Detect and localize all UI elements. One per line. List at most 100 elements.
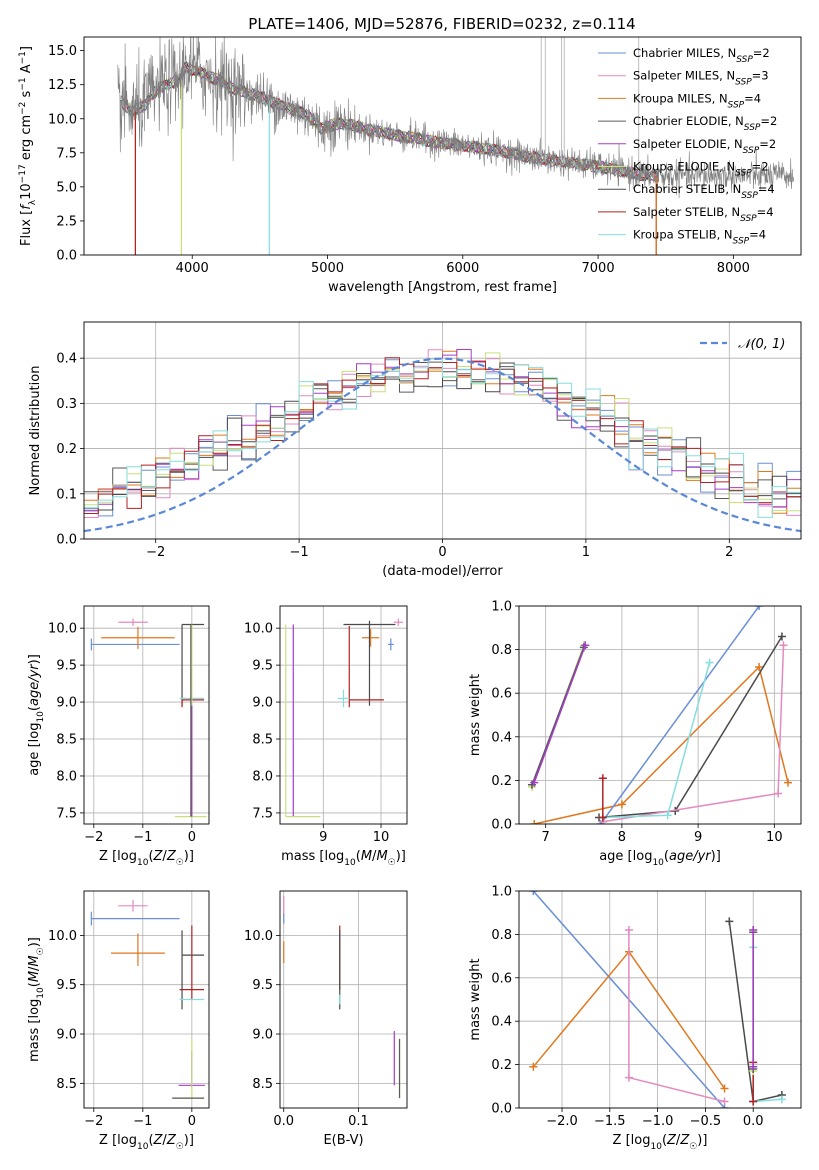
age-vs-mass-y-tick-label: 10.0: [244, 622, 273, 637]
residuals-frame: [83, 321, 802, 540]
age-vs-mass-x-axis-label-part: M: [376, 849, 387, 864]
errorbar-point: [387, 638, 394, 651]
age-vs-Z-y-axis-label-part: 10: [36, 711, 46, 723]
age-vs-Z-y-tick-label: 8.0: [56, 769, 77, 784]
age-vs-mass-x-axis-label-part: )]: [396, 849, 406, 864]
legend-entry-part: =2: [752, 160, 769, 174]
mass-vs-Z-y-axis-label-part: mass [log: [27, 999, 42, 1062]
legend-entry-part: =2: [760, 114, 777, 128]
hist-line-chabrier-stelib: [84, 362, 801, 511]
weight-vs-Z-x-axis-label-part: Z: [679, 1133, 690, 1148]
weight-line-kroupa-stelib: [602, 662, 711, 819]
mass-vs-Z-x-axis-label-part: Z [log: [99, 1133, 137, 1148]
spectrum-y-tick-label: 5.0: [56, 180, 77, 195]
errorbar-point: [118, 899, 148, 912]
legend-entry-part: SSP: [735, 169, 752, 179]
weight-vs-Z-y-axis-label-part: mass weight: [468, 958, 483, 1040]
residuals-x-tick-label: −1: [290, 545, 309, 560]
spectrum-y-axis-label-part: −2: [18, 102, 28, 115]
residuals-y-tick-label: 0.3: [56, 397, 77, 412]
residuals-x-tick-label: −2: [146, 545, 165, 560]
weight-vs-Z-x-axis-label-part: ☉: [689, 1142, 697, 1152]
mass-vs-ebv-plot-area: [283, 895, 401, 1099]
age-vs-mass-frame: [279, 605, 408, 825]
age-vs-mass-y-tick-label: 9.0: [252, 696, 273, 711]
mass-vs-ebv-y-tick-label: 9.0: [252, 1028, 273, 1043]
age-vs-mass-x-axis-label-part: M: [361, 849, 372, 864]
errorbar-point: [337, 689, 350, 708]
age-vs-Z-x-axis-label-part: Z: [153, 849, 164, 864]
mass-vs-Z-y-tick-label: 10.0: [48, 929, 77, 944]
mass-vs-ebv-y-tick-label: 10.0: [244, 929, 273, 944]
weight-marker: [529, 891, 538, 895]
weight-marker: [720, 1097, 729, 1106]
age-vs-Z-plot-area: [90, 618, 207, 818]
errorbar-point: [172, 1038, 205, 1099]
weight-vs-Z-y-tick-label: 1.0: [491, 885, 512, 900]
weight-vs-age-x-tick-label: 7: [542, 830, 550, 845]
weight-marker: [598, 813, 607, 822]
spectrum-frame: [83, 36, 802, 256]
spectrum-y-axis-label-part: A: [19, 64, 34, 77]
weight-vs-age-y-tick-label: 0.2: [491, 774, 512, 789]
weight-vs-age-x-axis-label-part: )]: [711, 849, 721, 864]
weight-vs-Z-axes: −2.0 −1.5 −1.0 −0.5 0.0 0.0 0.2 0.4 0.6 0.8 1.0 Z […: [468, 885, 802, 1152]
weight-vs-age-y-tick-label: 0.0: [491, 818, 512, 833]
errorbar-point: [90, 911, 180, 926]
residuals-y-axis-label: Normed distribution: [28, 366, 43, 496]
residuals-y-tick-label: 0.1: [56, 487, 77, 502]
weight-vs-Z-x-tick-label: 0.0: [743, 1114, 764, 1129]
mass-vs-Z-x-axis-label-part: ☉: [176, 1142, 184, 1152]
errorbar-point: [118, 618, 148, 626]
residuals-x-tick-label: 0: [438, 545, 446, 560]
weight-vs-Z-y-tick-label: 0.0: [491, 1102, 512, 1117]
spectrum-y-tick-label: 7.5: [56, 146, 77, 161]
weight-vs-age-y-axis-label: mass weight: [468, 674, 483, 756]
legend-entry: Kroupa STELIB, NSSP=4: [633, 228, 766, 247]
normal-curve: [84, 357, 801, 533]
figure-title: PLATE=1406, MJD=52876, FIBERID=0232, z=0…: [248, 15, 635, 33]
legend-entry-part: SSP: [736, 55, 753, 65]
mass-vs-ebv-axes: 0.0 0.1 8.5 9.0 9.5 10.0 E(B-V): [244, 890, 408, 1148]
age-vs-Z-x-axis-label: Z [log10(Z/Z☉)]: [99, 849, 194, 868]
residuals-x-tick-label: 1: [582, 545, 590, 560]
mass-vs-Z-x-axis-label-part: )]: [184, 1133, 194, 1148]
weight-vs-Z-x-tick-label: −1.5: [594, 1114, 626, 1129]
legend-entry-part: Chabrier STELIB, N: [633, 182, 741, 196]
plots-group: 4000 5000 6000 7000 80000.02.55.07.510.012.5…: [18, 36, 802, 1152]
spectrum-x-axis-label-part: wavelength [Angstrom, rest frame]: [328, 280, 557, 295]
weight-line-chabrier-miles: [599, 606, 760, 824]
weight-vs-age-y-axis-label-part: mass weight: [468, 674, 483, 756]
legend-entry-part: Salpeter ELODIE, N: [633, 137, 743, 151]
legend-entry-part: =2: [759, 137, 776, 151]
spectrum-y-axis-label-part: 10: [19, 183, 34, 200]
weight-vs-age-x-axis-label-part: age/yr: [669, 849, 712, 864]
errorbar-point: [285, 624, 321, 818]
age-vs-Z-x-axis-label-part: Z: [166, 849, 177, 864]
errorbar-point: [90, 638, 180, 651]
legend-entry-part: Kroupa ELODIE, N: [633, 160, 735, 174]
weight-marker: [581, 641, 590, 650]
legend-entry-part: SSP: [744, 123, 761, 133]
age-vs-Z-axes: −2 −1 07.58.08.59.09.510.0Z [log10(Z/Z☉)]a…: [27, 605, 210, 868]
legend-entry-part: =4: [749, 228, 766, 242]
weight-marker: [705, 658, 714, 667]
weight-marker: [774, 789, 783, 798]
spectrum-y-tick-label: 15.0: [48, 44, 77, 59]
residuals-y-tick-label: 0.4: [56, 352, 77, 367]
weight-vs-age-y-tick-label: 0.4: [491, 730, 512, 745]
age-vs-Z-x-tick-label: 0: [188, 830, 196, 845]
weight-line-chabrier-stelib: [598, 636, 783, 819]
legend-entry-part: =4: [758, 182, 775, 196]
legend-entry-part: SSP: [728, 100, 745, 110]
errorbar-point: [110, 933, 165, 966]
errorbar-point: [361, 628, 380, 647]
legend-entry-part: SSP: [740, 214, 757, 224]
legend-entry: Chabrier MILES, NSSP=2: [633, 46, 770, 65]
age-vs-Z-y-axis-label-part: (: [27, 706, 42, 711]
mass-vs-Z-y-axis-label-part: M: [27, 955, 42, 966]
residuals-x-tick-label: 2: [725, 545, 733, 560]
age-vs-Z-y-axis-label-part: )]: [27, 654, 42, 664]
